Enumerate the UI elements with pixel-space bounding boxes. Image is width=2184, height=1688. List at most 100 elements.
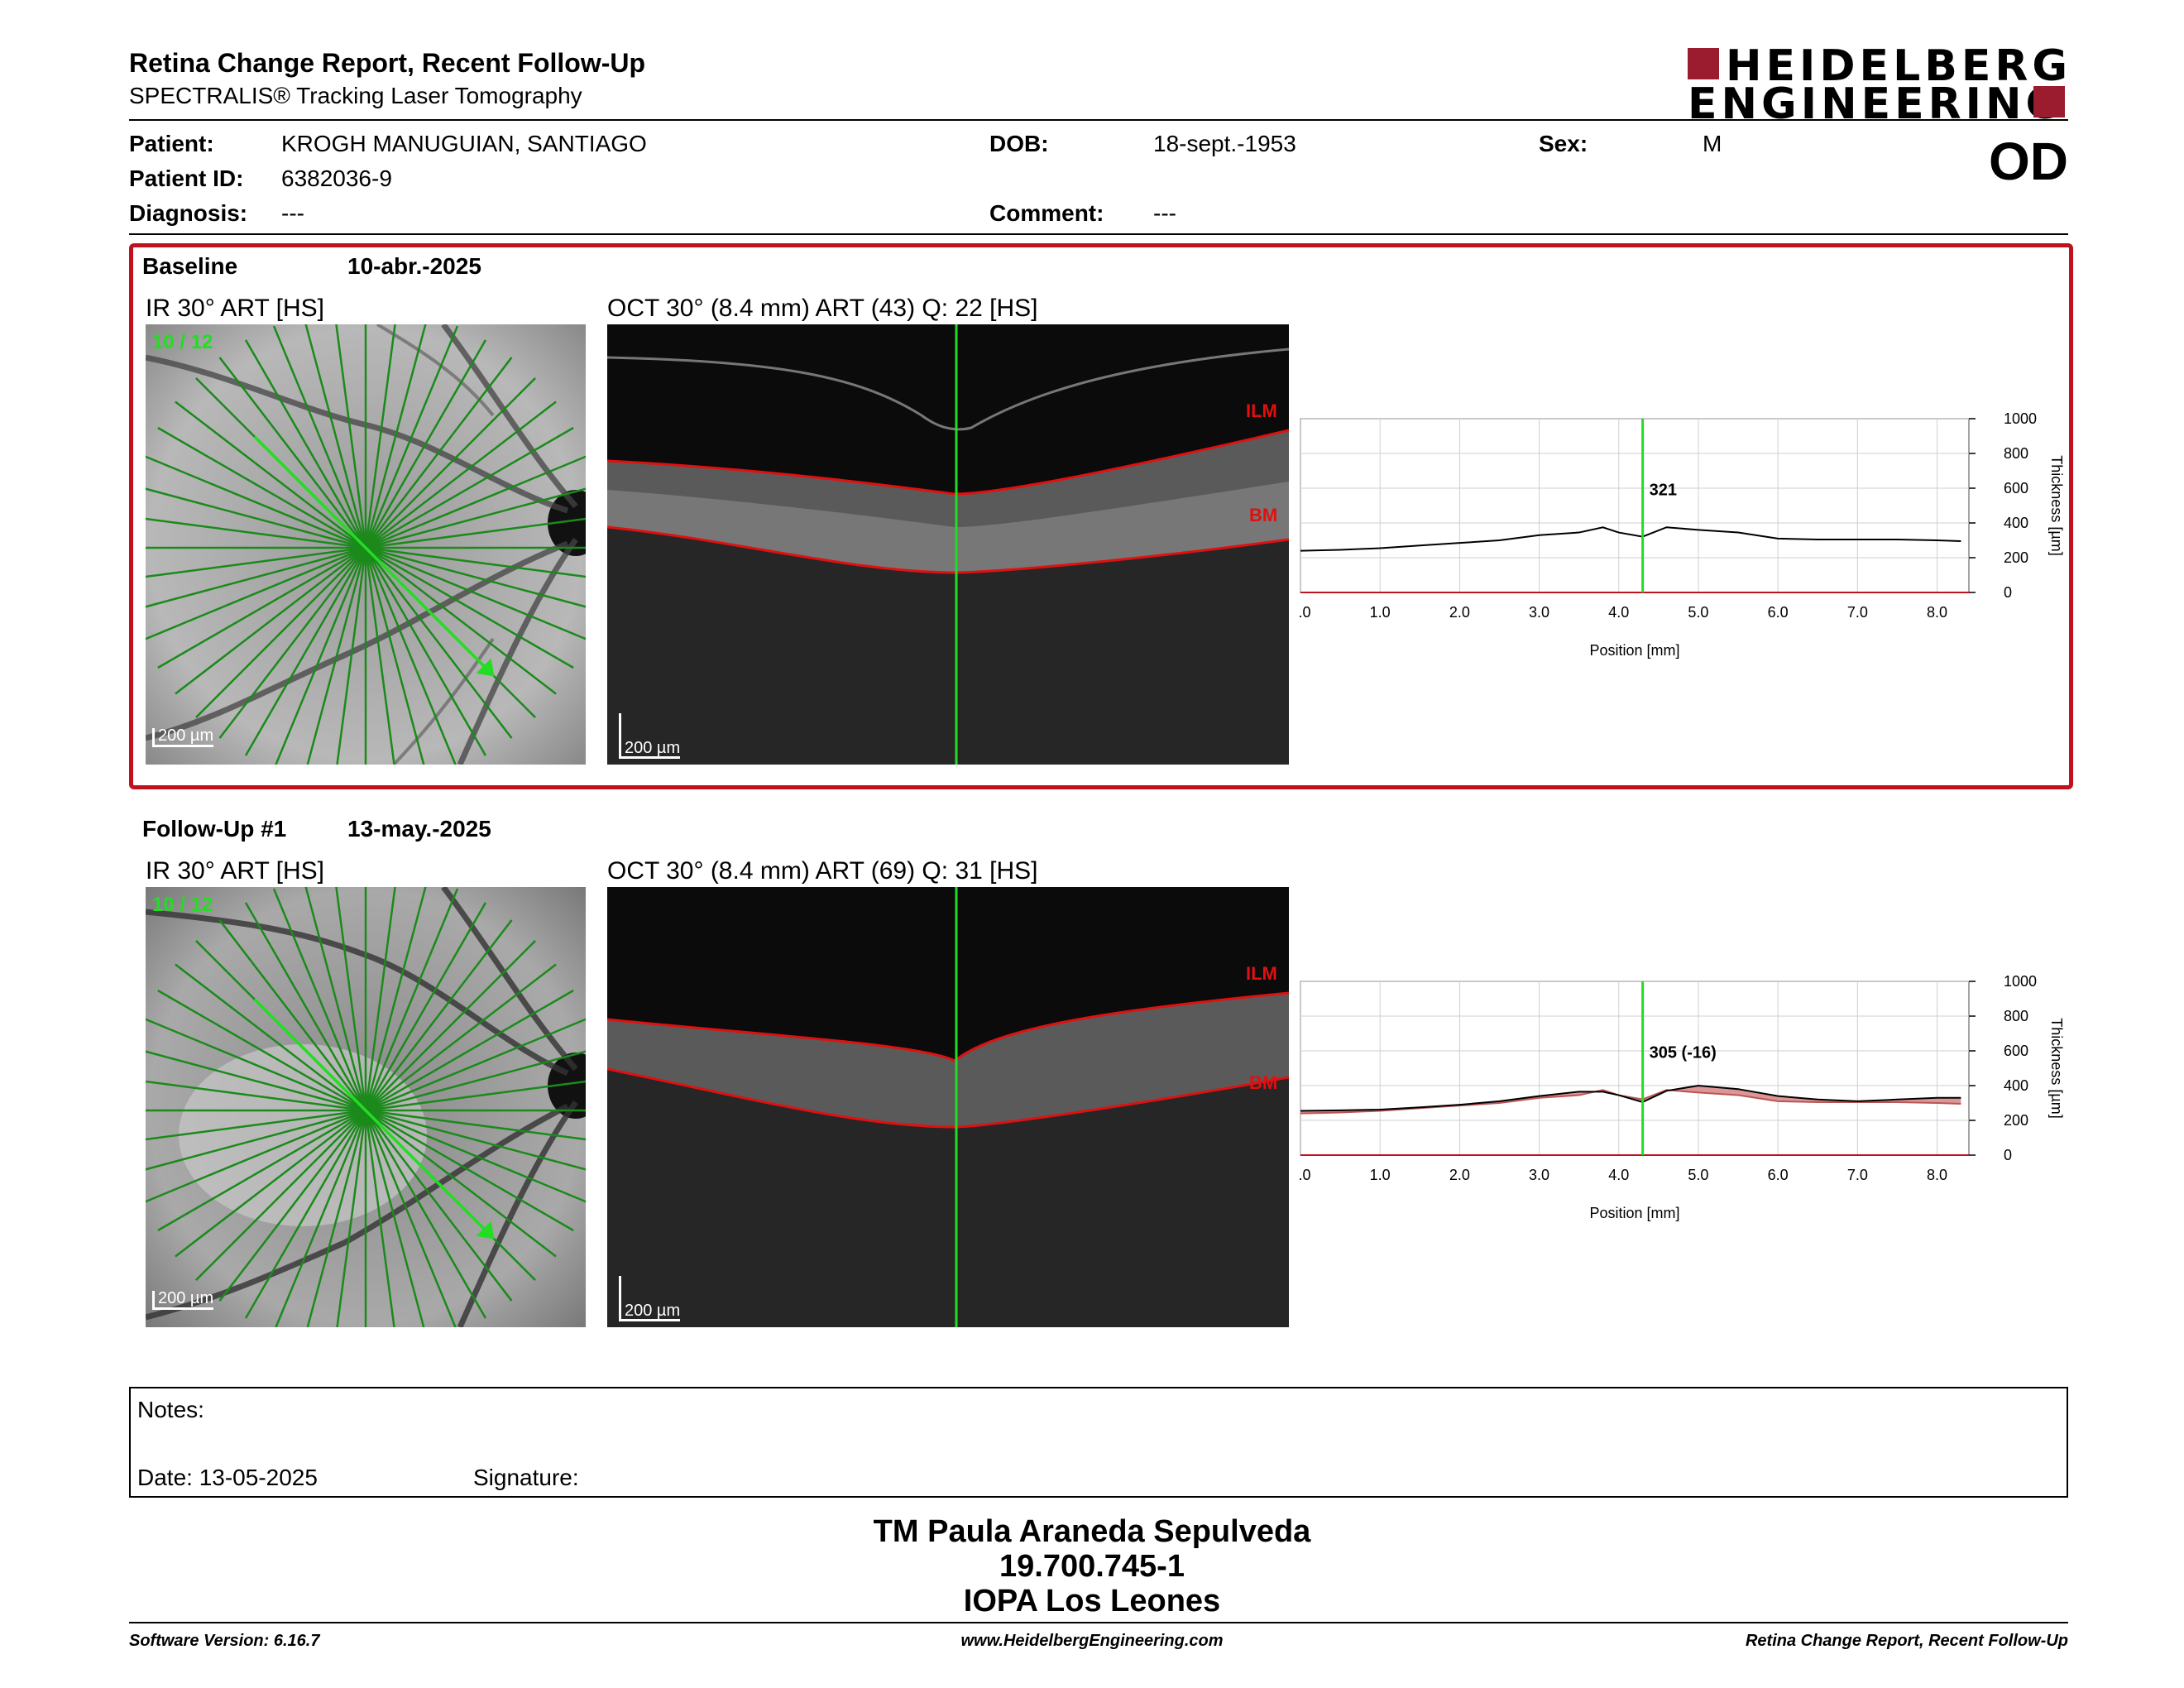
sex-label: Sex:	[1539, 131, 1588, 156]
baseline-oct-scale: 200 µm	[619, 713, 681, 759]
patient-id-label: Patient ID:	[129, 165, 244, 191]
x-tick-label: 2.0	[1449, 1167, 1470, 1183]
x-tick-label: 1.0	[1370, 1167, 1391, 1183]
plot-area	[1300, 981, 1970, 1156]
patient-rule	[129, 233, 2068, 235]
signature-label: Signature:	[473, 1465, 579, 1490]
marker-value-label: 305 (-16)	[1650, 1043, 1717, 1062]
y-tick-label: 1000	[2004, 973, 2037, 990]
baseline-bm-label: BM	[1249, 505, 1278, 525]
patient-name: KROGH MANUGUIAN, SANTIAGO	[281, 131, 647, 156]
current-scan-line	[253, 998, 490, 1235]
y-axis-label: Thickness [µm]	[2048, 1018, 2065, 1118]
x-tick-label: 8.0	[1927, 1167, 1947, 1183]
notes-date: Date: 13-05-2025	[137, 1465, 318, 1490]
followup-ir-scale: 200 µm	[152, 1290, 214, 1310]
baseline-ir-image: 10 / 12 200 µm	[146, 324, 586, 765]
followup-scan-lines	[146, 887, 586, 1327]
x-tick-label: 4.0	[1608, 604, 1629, 621]
x-tick-label: 2.0	[1449, 604, 1470, 621]
y-tick-label: 400	[2004, 515, 2028, 531]
sex-value: M	[1703, 131, 1722, 156]
baseline-frame	[129, 243, 2073, 789]
baseline-date: 10-abr.-2025	[347, 253, 481, 279]
scan-direction-arrow	[476, 658, 495, 677]
followup-thickness-line	[1300, 1084, 1961, 1112]
x-tick-label: 8.0	[1927, 604, 1947, 621]
x-tick-label: 3.0	[1529, 1167, 1549, 1183]
y-tick-label: 600	[2004, 1043, 2028, 1059]
diagnosis-value: ---	[281, 200, 304, 226]
patient-label: Patient:	[129, 131, 214, 156]
followup-bm-label: BM	[1249, 1072, 1278, 1093]
logo-square-top	[1688, 48, 1719, 79]
x-tick-label: 6.0	[1768, 604, 1789, 621]
y-tick-label: 800	[2004, 1008, 2028, 1024]
followup-ir-image: 10 / 12 200 µm	[146, 887, 586, 1327]
followup-ilm-label: ILM	[1246, 963, 1277, 984]
current-scan-line	[253, 435, 490, 672]
x-tick-label: 0.0	[1299, 604, 1311, 621]
x-tick-label: 1.0	[1370, 604, 1391, 621]
x-tick-label: 6.0	[1768, 1167, 1789, 1183]
comment-label: Comment:	[989, 200, 1104, 226]
x-axis-label: Position [mm]	[1589, 642, 1679, 659]
baseline-oct-svg	[607, 324, 1289, 765]
followup-ir-title: IR 30° ART [HS]	[146, 857, 324, 885]
scan-direction-arrow	[476, 1220, 495, 1240]
y-tick-label: 200	[2004, 549, 2028, 566]
x-tick-label: 0.0	[1299, 1167, 1311, 1183]
signer-name: TM Paula Araneda Sepulveda	[873, 1514, 1311, 1549]
x-axis-label: Position [mm]	[1589, 1205, 1679, 1221]
y-tick-label: 800	[2004, 445, 2028, 462]
thickness-line	[1300, 526, 1961, 552]
x-tick-label: 7.0	[1847, 604, 1868, 621]
header-rule	[129, 119, 2068, 121]
followup-label: Follow-Up #1	[142, 816, 287, 842]
y-tick-label: 200	[2004, 1112, 2028, 1129]
followup-date: 13-may.-2025	[347, 816, 491, 842]
y-axis-label: Thickness [µm]	[2048, 455, 2065, 555]
notes-box[interactable]: Notes: Date: 13-05-2025 Signature:	[129, 1387, 2068, 1498]
baseline-ilm-label: ILM	[1246, 400, 1277, 421]
x-tick-label: 5.0	[1688, 1167, 1708, 1183]
dob-value: 18-sept.-1953	[1153, 131, 1296, 156]
y-tick-label: 0	[2004, 1147, 2012, 1163]
baseline-oct-title: OCT 30° (8.4 mm) ART (43) Q: 22 [HS]	[607, 295, 1038, 322]
followup-oct-image: ILM BM 200 µm	[607, 887, 1289, 1327]
plot-area	[1300, 418, 1970, 593]
followup-oct-title: OCT 30° (8.4 mm) ART (69) Q: 31 [HS]	[607, 857, 1038, 885]
notes-label: Notes:	[137, 1397, 204, 1422]
followup-oct-scale: 200 µm	[619, 1276, 681, 1321]
logo-square-bottom	[2033, 86, 2065, 117]
footer-url[interactable]: www.HeidelbergEngineering.com	[960, 1632, 1224, 1650]
report-subtitle: SPECTRALIS® Tracking Laser Tomography	[129, 83, 582, 108]
diagnosis-label: Diagnosis:	[129, 200, 248, 226]
y-tick-label: 0	[2004, 584, 2012, 601]
y-tick-label: 400	[2004, 1077, 2028, 1094]
x-tick-label: 7.0	[1847, 1167, 1868, 1183]
followup-thickness-chart: 0.0 1.0 2.0 3.0 4.0 5.0 6.0 7.0 8.0 0 200 400 600 800…	[1299, 973, 2065, 1221]
y-tick-label: 600	[2004, 480, 2028, 496]
baseline-ir-title: IR 30° ART [HS]	[146, 295, 324, 322]
baseline-label: Baseline	[142, 253, 238, 279]
dob-label: DOB:	[989, 131, 1049, 156]
x-tick-label: 4.0	[1608, 1167, 1629, 1183]
baseline-ir-scale: 200 µm	[152, 727, 214, 747]
footer-rule	[129, 1622, 2068, 1623]
followup-oct-svg	[607, 887, 1289, 1327]
baseline-thickness-line	[1300, 1089, 1961, 1115]
logo-line2: ENGINEERING	[1688, 79, 2066, 129]
report-title: Retina Change Report, Recent Follow-Up	[129, 48, 646, 78]
x-tick-label: 3.0	[1529, 604, 1549, 621]
followup-ir-counter: 10 / 12	[152, 894, 213, 916]
signer-rut: 19.700.745-1	[999, 1549, 1185, 1584]
baseline-thickness-chart: 0.0 1.0 2.0 3.0 4.0 5.0 6.0 7.0 8.0 0 200 400 600 800…	[1299, 410, 2065, 659]
signer-place: IOPA Los Leones	[963, 1584, 1221, 1618]
comment-value: ---	[1153, 200, 1176, 226]
footer-software: Software Version: 6.16.7	[129, 1632, 320, 1650]
x-tick-label: 5.0	[1688, 604, 1708, 621]
baseline-oct-image: ILM BM 200 µm	[607, 324, 1289, 765]
footer-report-name: Retina Change Report, Recent Follow-Up	[1745, 1632, 2068, 1650]
eye-indicator: OD	[1989, 132, 2068, 191]
